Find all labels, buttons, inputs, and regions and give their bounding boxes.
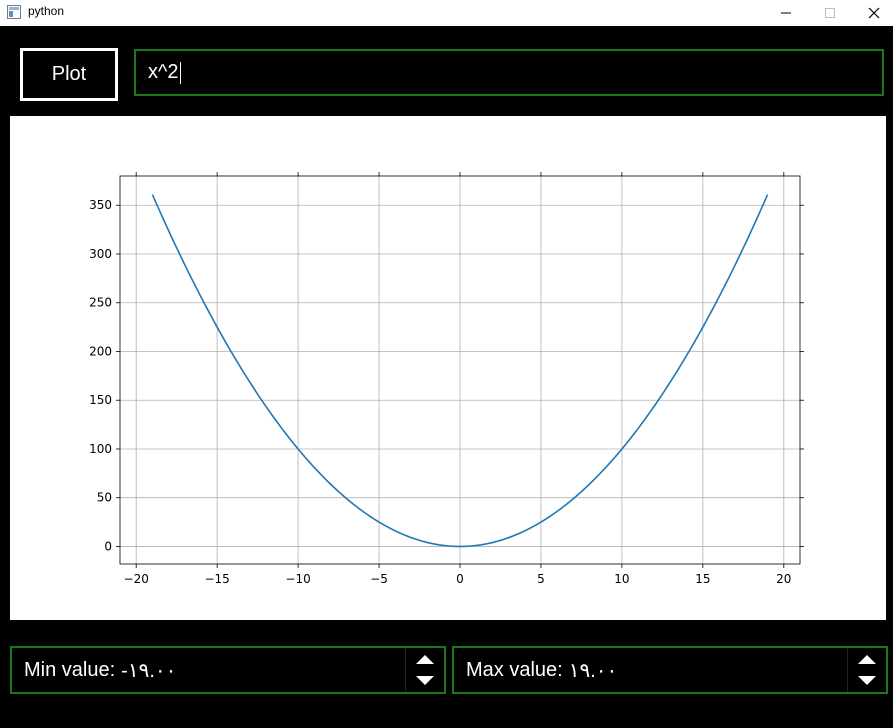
plot-canvas: −20 −15 −10 −5 0 5 10 15 20 0 50 100 150 200 250 300 350: [10, 116, 886, 620]
min-value-label: Min value:: [24, 658, 116, 681]
arrow-down-icon: [416, 676, 434, 685]
close-icon: [868, 7, 879, 19]
max-value-label: Max value:: [466, 658, 563, 681]
function-input[interactable]: x^2: [134, 49, 884, 96]
x-tick-label: −5: [370, 572, 388, 586]
minimize-icon: [780, 12, 791, 14]
min-value-display: Min value: -١٩.٠٠: [24, 648, 176, 692]
arrow-up-icon: [416, 655, 434, 664]
maximize-button[interactable]: [807, 0, 852, 26]
min-value-spinbox[interactable]: Min value: -١٩.٠٠: [10, 646, 446, 694]
max-value-number: ١٩.٠٠: [568, 659, 618, 682]
max-value-increment-button[interactable]: [848, 648, 886, 670]
y-tick-label: 150: [89, 393, 112, 407]
y-tick-label: 0: [104, 539, 112, 553]
close-button[interactable]: [851, 0, 893, 26]
function-input-text: x^2: [148, 61, 179, 83]
window-title: python: [28, 4, 65, 18]
title-bar: python: [0, 0, 893, 26]
plot-button[interactable]: Plot: [20, 48, 118, 101]
text-caret: [179, 61, 181, 84]
arrow-up-icon: [858, 655, 876, 664]
x-tick-label: 20: [776, 572, 791, 586]
y-tick-label: 200: [89, 344, 112, 358]
max-value-decrement-button[interactable]: [848, 670, 886, 692]
y-tick-label: 300: [89, 247, 112, 261]
arrow-down-icon: [858, 676, 876, 685]
max-value-arrows: [847, 648, 886, 692]
min-value-arrows: [405, 648, 444, 692]
min-value-increment-button[interactable]: [406, 648, 444, 670]
x-tick-label: 10: [614, 572, 629, 586]
app-window-icon: [7, 5, 21, 19]
y-tick-label: 50: [97, 491, 112, 505]
x-tick-label: 0: [456, 572, 464, 586]
y-tick-label: 250: [89, 296, 112, 310]
maximize-icon: [824, 8, 835, 18]
x-tick-label: 15: [695, 572, 710, 586]
minimize-button[interactable]: [763, 0, 808, 26]
x-tick-label: −20: [124, 572, 149, 586]
x-tick-label: 5: [537, 572, 545, 586]
x-tick-label: −10: [285, 572, 310, 586]
series-line: [151, 194, 769, 548]
max-value-spinbox[interactable]: Max value: ١٩.٠٠: [452, 646, 888, 694]
min-value-number: -١٩.٠٠: [121, 659, 177, 682]
x-tick-label: −15: [204, 572, 229, 586]
min-value-decrement-button[interactable]: [406, 670, 444, 692]
max-value-display: Max value: ١٩.٠٠: [466, 648, 617, 692]
y-tick-label: 350: [89, 198, 112, 212]
y-tick-label: 100: [89, 442, 112, 456]
